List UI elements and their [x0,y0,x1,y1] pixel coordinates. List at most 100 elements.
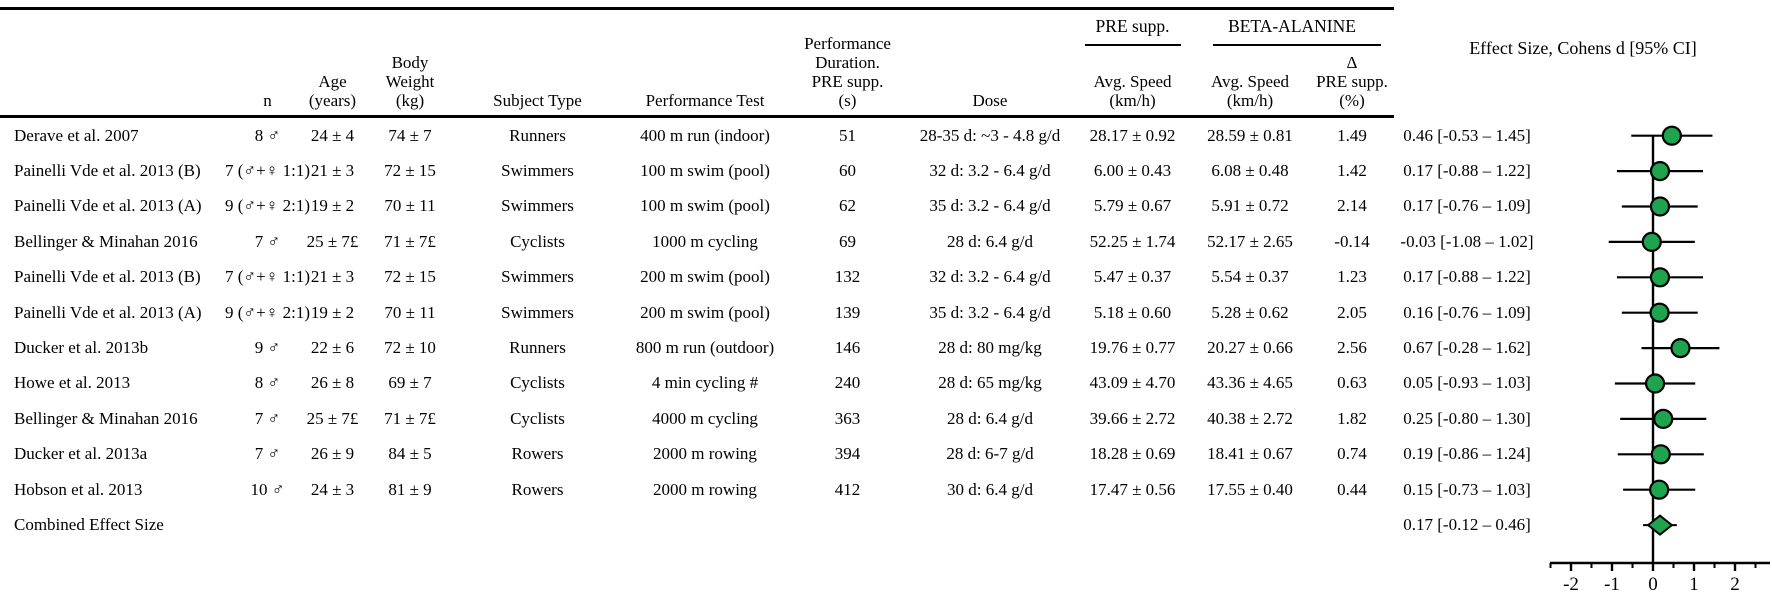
header-body-weight: Body Weight (kg) [385,52,435,110]
cell-duration: 240 [834,373,861,393]
cell-age: 25 ± 7£ [306,231,359,251]
cell-weight [365,507,455,542]
cell-pre-speed: 52.25 ± 1.74 [1089,231,1176,251]
header-pre-avg-speed: Avg. Speed (km/h) [1093,71,1172,110]
cell-ba-speed: 5.54 ± 0.37 [1211,267,1289,287]
cell-weight: 72 ± 15 [384,161,436,181]
table-body: Derave et al. 2007 8 ♂ 24 ± 4 74 ± 7 Runners… [0,118,1540,543]
cell-ba-speed: 5.28 ± 0.62 [1211,302,1289,322]
effect-marker [1649,161,1671,182]
group-header-pre-supp: PRE supp. [1095,16,1170,36]
cell-ba-speed: 5.91 ± 0.72 [1211,196,1289,216]
cell-ba-speed [1190,507,1310,542]
cell-subject: Runners [509,338,566,358]
cell-subject: Swimmers [501,161,574,181]
cell-effect: 0.67 [-0.28 – 1.62] [1403,338,1531,358]
effect-marker [1661,125,1682,146]
cell-test: 1000 m cycling [652,231,758,251]
cell-effect: 0.17 [-0.12 – 0.46] [1403,514,1531,534]
cell-subject: Swimmers [501,302,574,322]
cell-ba-speed: 52.17 ± 2.65 [1207,231,1293,251]
cell-pre-speed: 19.76 ± 0.77 [1089,338,1176,358]
table-row: Hobson et al. 2013 10 ♂ 24 ± 3 81 ± 9 Rowers… [0,472,1540,507]
beta-alanine-underline [1213,44,1381,46]
table-header-row: n Age (years) Body Weight (kg) Subject T… [0,18,1540,115]
effect-marker [1650,444,1671,465]
table-row: Painelli Vde et al. 2013 (A) 9 (♂+♀ 2:1) 1… [0,295,1540,330]
cell-effect: 0.25 [-0.80 – 1.30] [1403,408,1531,428]
table-row: Combined Effect Size 0.17 [-0.12 – 0.46] [0,507,1540,542]
cell-age: 22 ± 6 [310,338,355,358]
cell-age: 21 ± 3 [310,267,355,287]
cell-pre-speed: 5.18 ± 0.60 [1093,302,1172,322]
cell-age: 21 ± 3 [310,161,355,181]
cell-age: 19 ± 2 [310,196,355,216]
cell-delta: 2.05 [1337,302,1367,322]
cell-test: 100 m swim (pool) [640,196,770,216]
cell-study: Painelli Vde et al. 2013 (B) [14,267,201,287]
effect-marker [1649,267,1671,288]
cell-n: 7 (♂+♀ 1:1) [224,161,311,181]
cell-subject: Swimmers [501,267,574,287]
table-row: Ducker et al. 2013a 7 ♂ 26 ± 9 84 ± 5 Rowers… [0,437,1540,472]
cell-effect: 0.19 [-0.86 – 1.24] [1403,444,1531,464]
cell-ba-speed: 28.59 ± 0.81 [1207,125,1293,145]
cell-effect: 0.16 [-0.76 – 1.09] [1403,302,1531,322]
cell-study: Hobson et al. 2013 [14,479,143,499]
cell-dose: 32 d: 3.2 - 6.4 g/d [929,267,1051,287]
cell-duration: 51 [839,125,856,145]
cell-age: 25 ± 7£ [306,408,359,428]
header-n: n [263,90,272,110]
cell-duration: 146 [834,338,861,358]
effect-marker [1641,231,1662,252]
cell-dose: 28 d: 80 mg/kg [938,338,1042,358]
effect-marker [1649,479,1670,500]
cell-n: 7 ♂ [254,231,281,251]
effect-marker [1653,408,1674,429]
effect-marker [1649,196,1671,217]
cell-ba-speed: 40.38 ± 2.72 [1207,408,1293,428]
pre-supp-underline [1085,44,1181,46]
cell-weight: 70 ± 11 [384,196,436,216]
cell-duration: 132 [834,267,861,287]
cell-n: 7 ♂ [254,408,281,428]
cell-effect: 0.17 [-0.88 – 1.22] [1403,161,1531,181]
cell-dose: 28 d: 65 mg/kg [938,373,1042,393]
x-tick-label: 1 [1689,574,1699,594]
cell-n: 8 ♂ [254,125,281,145]
effect-size-header: Effect Size, Cohens d [95% CI] [1469,38,1697,58]
cell-duration: 62 [839,196,856,216]
cell-test [620,507,790,542]
cell-pre-speed: 6.00 ± 0.43 [1093,161,1172,181]
cell-weight: 71 ± 7£ [384,408,436,428]
cell-subject: Swimmers [501,196,574,216]
cell-pre-speed: 18.28 ± 0.69 [1089,444,1176,464]
cell-delta: -0.14 [1334,231,1370,251]
cell-age: 26 ± 8 [310,373,355,393]
cell-delta: 1.42 [1337,161,1367,181]
cell-study: Bellinger & Minahan 2016 [14,408,198,428]
cell-n: 8 ♂ [254,373,281,393]
cell-dose [905,507,1075,542]
cell-duration: 69 [839,231,856,251]
header-effect [1394,110,1540,115]
x-tick-label: 0 [1648,574,1658,594]
cell-study: Derave et al. 2007 [14,125,139,145]
table-row: Ducker et al. 2013b 9 ♂ 22 ± 6 72 ± 10 Runne… [0,330,1540,365]
cell-age [300,507,365,542]
cell-weight: 81 ± 9 [388,479,432,499]
effect-marker [1670,338,1691,359]
cell-weight: 70 ± 11 [384,302,436,322]
cell-subject: Runners [509,125,566,145]
cell-effect: 0.17 [-0.76 – 1.09] [1403,196,1531,216]
cell-study: Painelli Vde et al. 2013 (A) [14,196,202,216]
cell-dose: 28 d: 6-7 g/d [946,444,1034,464]
cell-dose: 28 d: 6.4 g/d [947,408,1033,428]
cell-duration: 363 [834,408,861,428]
cell-subject [455,507,620,542]
cell-age: 24 ± 3 [310,479,355,499]
cell-dose: 35 d: 3.2 - 6.4 g/d [929,196,1051,216]
cell-delta: 0.44 [1337,479,1367,499]
cell-effect: 0.05 [-0.93 – 1.03] [1403,373,1531,393]
x-tick-label: -2 [1563,574,1579,594]
